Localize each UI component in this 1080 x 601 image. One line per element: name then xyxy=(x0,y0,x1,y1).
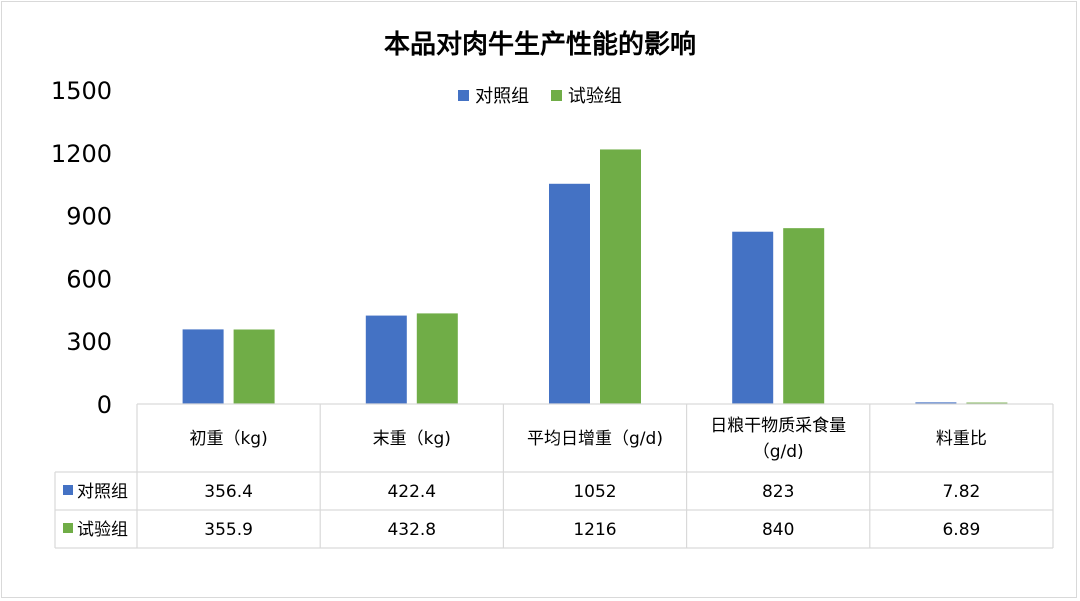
category-label: 日粮干物质采食量 xyxy=(710,416,846,436)
legend-label-control: 对照组 xyxy=(475,86,530,107)
bar-control xyxy=(182,329,224,404)
table-value: 432.8 xyxy=(387,520,436,540)
row-swatch-control xyxy=(63,485,73,495)
row-label-control: 对照组 xyxy=(77,482,128,502)
bar-test xyxy=(966,402,1008,404)
y-tick-label: 600 xyxy=(66,265,112,293)
y-tick-label: 900 xyxy=(66,203,112,231)
legend: 对照组 试验组 xyxy=(0,82,1080,108)
category-label: 初重（kg) xyxy=(189,429,267,449)
row-label-test: 试验组 xyxy=(77,520,128,540)
legend-label-test: 试验组 xyxy=(567,86,622,107)
table-value: 1052 xyxy=(573,482,616,502)
table-value: 823 xyxy=(762,482,794,502)
bar-control xyxy=(365,315,407,404)
y-tick-label: 1200 xyxy=(51,140,112,168)
chart-title: 本品对肉牛生产性能的影响 xyxy=(383,30,696,60)
y-tick-label: 300 xyxy=(66,328,112,356)
bar-control xyxy=(915,402,957,404)
table-value: 7.82 xyxy=(942,482,980,502)
bar-test xyxy=(416,313,458,404)
category-label: 末重（kg) xyxy=(373,429,451,449)
row-swatch-test xyxy=(63,523,73,533)
table-value: 1216 xyxy=(573,520,616,540)
bar-test xyxy=(600,149,641,404)
category-label: （g/d) xyxy=(753,442,804,462)
legend-item-test: 试验组 xyxy=(550,82,622,108)
table-value: 356.4 xyxy=(204,482,253,502)
bar-control xyxy=(549,183,590,404)
table-value: 840 xyxy=(762,520,794,540)
bar-test xyxy=(233,329,275,404)
legend-item-control: 对照组 xyxy=(458,82,529,108)
legend-swatch-test xyxy=(550,89,562,101)
bar-control xyxy=(732,231,774,404)
legend-swatch-control xyxy=(458,89,470,101)
table-value: 6.89 xyxy=(942,520,980,540)
y-tick-label: 1500 xyxy=(51,77,112,105)
table-value: 422.4 xyxy=(387,482,436,502)
table-value: 355.9 xyxy=(204,520,253,540)
bar-test xyxy=(783,228,825,404)
y-tick-label: 0 xyxy=(97,391,112,419)
category-label: 料重比 xyxy=(936,429,987,449)
category-label: 平均日增重（g/d) xyxy=(527,429,663,449)
